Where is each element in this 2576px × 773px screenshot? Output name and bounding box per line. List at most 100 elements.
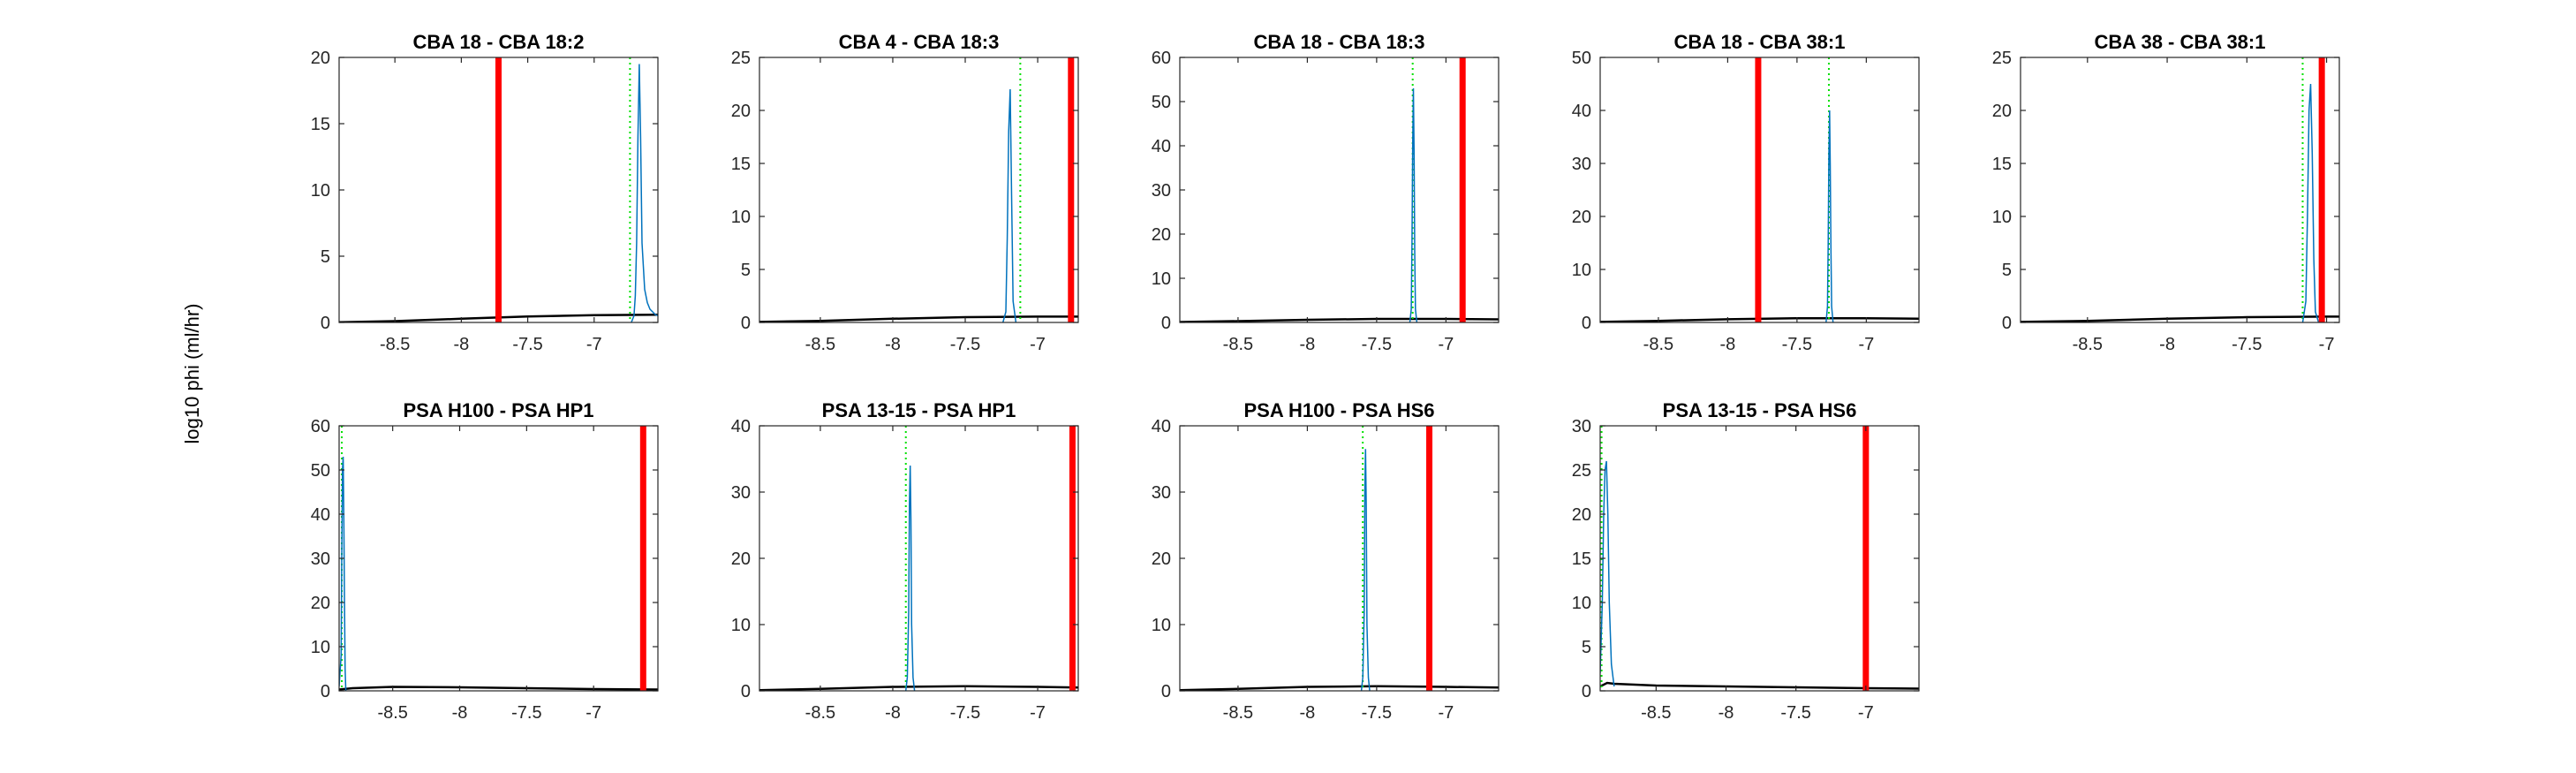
y-tick-label: 30 bbox=[311, 549, 330, 569]
plot-area bbox=[339, 426, 658, 691]
x-tick-label: -7 bbox=[1858, 335, 1874, 354]
y-tick-label: 30 bbox=[1152, 181, 1171, 201]
posterior-curve bbox=[904, 465, 916, 691]
subplot-title: CBA 18 - CBA 18:3 bbox=[1254, 31, 1425, 53]
y-tick-label: 10 bbox=[731, 616, 751, 635]
y-tick-label: 30 bbox=[731, 483, 751, 503]
prior-curve bbox=[1180, 317, 1499, 322]
plot-area bbox=[1600, 57, 1919, 322]
x-tick-label: -8.5 bbox=[377, 703, 407, 723]
y-tick-label: 20 bbox=[1152, 549, 1171, 569]
subplot-3: CBA 18 - CBA 18:3 -8.5 -8 -7.5 -7 0 10 20 30 40 50… bbox=[1152, 31, 1500, 354]
y-tick-label: 5 bbox=[741, 261, 751, 280]
plot-area bbox=[759, 426, 1078, 691]
x-tick-label: -7.5 bbox=[512, 335, 542, 354]
x-tick-label: -8.5 bbox=[805, 335, 835, 354]
y-tick-label: 30 bbox=[1152, 483, 1171, 503]
y-tick-label: 50 bbox=[311, 461, 330, 481]
x-tick-label: -8 bbox=[1300, 335, 1316, 354]
prior-curve bbox=[1180, 685, 1499, 691]
subplot-title: PSA 13-15 - PSA HP1 bbox=[822, 399, 1016, 421]
x-tick-label: -8 bbox=[452, 703, 468, 723]
subplot-7: PSA 13-15 - PSA HP1 -8.5 -8 -7.5 -7 0 10 20 30 40 bbox=[731, 399, 1079, 723]
prior-curve bbox=[759, 315, 1078, 322]
x-tick-label: -8.5 bbox=[1643, 335, 1673, 354]
y-tick-label: 0 bbox=[321, 682, 330, 701]
x-tick-label: -7.5 bbox=[950, 703, 980, 723]
y-tick-label: 15 bbox=[1572, 549, 1591, 569]
y-tick-label: 15 bbox=[1992, 155, 2012, 174]
posterior-curve bbox=[1600, 460, 1615, 687]
x-tick-label: -8 bbox=[885, 703, 901, 723]
prior-curve bbox=[1600, 316, 1919, 322]
y-tick-label: 40 bbox=[1152, 417, 1171, 436]
posterior-curve bbox=[1825, 110, 1834, 322]
y-tick-label: 10 bbox=[311, 181, 330, 201]
plot-area bbox=[339, 57, 658, 322]
y-tick-label: 0 bbox=[741, 314, 751, 333]
x-tick-label: -7.5 bbox=[1362, 335, 1392, 354]
subplot-title: CBA 38 - CBA 38:1 bbox=[2095, 31, 2266, 53]
x-tick-label: -7.5 bbox=[2232, 335, 2262, 354]
x-tick-label: -8.5 bbox=[1223, 335, 1253, 354]
y-tick-label: 0 bbox=[1582, 682, 1591, 701]
axes-frame bbox=[1179, 425, 1500, 692]
subplot-title: PSA H100 - PSA HP1 bbox=[403, 399, 593, 421]
x-tick-label: -7 bbox=[1030, 703, 1046, 723]
y-tick-label: 50 bbox=[1152, 93, 1171, 112]
prior-curve bbox=[2021, 315, 2339, 322]
prior-curve bbox=[339, 686, 658, 691]
subplot-title: CBA 18 - CBA 38:1 bbox=[1674, 31, 1846, 53]
subplot-title: PSA 13-15 - PSA HS6 bbox=[1663, 399, 1857, 421]
y-tick-label: 0 bbox=[1582, 314, 1591, 333]
subplot-grid: CBA 18 - CBA 18:2 -8.5 -8 -7.5 -7 0 5 10 15 20 CBA… bbox=[311, 31, 2340, 723]
plot-area bbox=[1600, 426, 1919, 691]
x-tick-label: -7.5 bbox=[950, 335, 980, 354]
posterior-curve bbox=[339, 456, 347, 691]
y-tick-label: 10 bbox=[1152, 616, 1171, 635]
prior-curve bbox=[1600, 681, 1919, 690]
subplot-4: CBA 18 - CBA 38:1 -8.5 -8 -7.5 -7 0 10 20 30 40 50 bbox=[1572, 31, 1920, 354]
x-tick-label: -7.5 bbox=[1780, 703, 1810, 723]
axes-frame bbox=[759, 57, 1079, 323]
y-tick-label: 40 bbox=[731, 417, 751, 436]
prior-curve bbox=[759, 685, 1078, 691]
y-tick-label: 10 bbox=[1152, 269, 1171, 289]
y-tick-label: 60 bbox=[1152, 49, 1171, 68]
plot-area bbox=[1180, 57, 1499, 322]
y-tick-label: 20 bbox=[1152, 225, 1171, 245]
posterior-curve bbox=[631, 64, 658, 322]
y-tick-label: 10 bbox=[311, 638, 330, 657]
y-tick-label: 40 bbox=[1152, 137, 1171, 156]
x-tick-label: -8 bbox=[885, 335, 901, 354]
posterior-curve bbox=[1409, 87, 1418, 322]
y-tick-label: 20 bbox=[1572, 505, 1591, 525]
plot-area bbox=[1180, 426, 1499, 691]
x-tick-label: -7 bbox=[1438, 335, 1454, 354]
y-tick-label: 0 bbox=[2002, 314, 2012, 333]
y-tick-label: 60 bbox=[311, 417, 330, 436]
y-tick-label: 10 bbox=[1572, 261, 1591, 280]
y-tick-label: 40 bbox=[311, 505, 330, 525]
y-tick-label: 40 bbox=[1572, 102, 1591, 121]
axes-frame bbox=[2020, 57, 2340, 323]
x-tick-label: -7.5 bbox=[1782, 335, 1812, 354]
y-tick-label: 5 bbox=[321, 247, 330, 267]
y-tick-label: 10 bbox=[731, 208, 751, 227]
x-tick-label: -8 bbox=[1720, 335, 1736, 354]
subplot-title: CBA 18 - CBA 18:2 bbox=[413, 31, 585, 53]
y-tick-label: 30 bbox=[1572, 417, 1591, 436]
y-tick-label: 15 bbox=[731, 155, 751, 174]
y-tick-label: 5 bbox=[1582, 638, 1591, 657]
x-tick-label: -7 bbox=[586, 335, 602, 354]
x-tick-label: -7 bbox=[1030, 335, 1046, 354]
x-tick-label: -7 bbox=[2319, 335, 2335, 354]
y-tick-label: 20 bbox=[311, 49, 330, 68]
x-tick-label: -7 bbox=[585, 703, 601, 723]
axes-frame bbox=[759, 425, 1079, 692]
y-tick-label: 0 bbox=[321, 314, 330, 333]
figure-y-axis-label: log10 phi (ml/hr) bbox=[181, 304, 203, 444]
y-tick-label: 10 bbox=[1572, 594, 1591, 613]
x-tick-label: -8.5 bbox=[1641, 703, 1671, 723]
